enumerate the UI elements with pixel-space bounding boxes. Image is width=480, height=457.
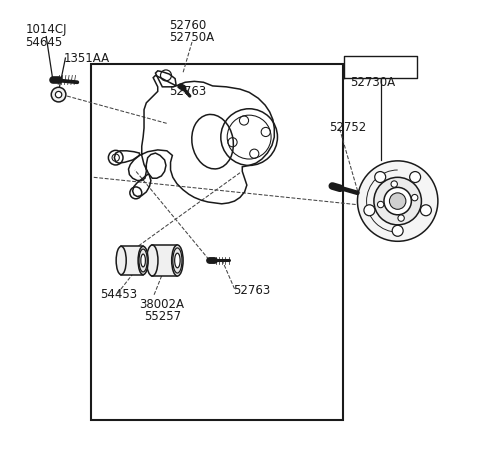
Circle shape: [364, 205, 375, 216]
Text: 55257: 55257: [144, 310, 181, 323]
Text: 54645: 54645: [25, 36, 62, 48]
Circle shape: [409, 171, 420, 182]
Text: 1014CJ: 1014CJ: [25, 23, 67, 36]
Ellipse shape: [146, 245, 158, 276]
Circle shape: [398, 215, 404, 221]
FancyBboxPatch shape: [121, 246, 143, 275]
Text: 52763: 52763: [169, 85, 206, 98]
Ellipse shape: [175, 253, 180, 268]
Circle shape: [391, 181, 397, 187]
Text: 52730A: 52730A: [349, 76, 395, 89]
Text: 52750A: 52750A: [169, 31, 214, 44]
Circle shape: [374, 177, 421, 225]
Text: 54453: 54453: [101, 288, 138, 301]
Circle shape: [377, 202, 384, 208]
Circle shape: [51, 87, 66, 102]
Circle shape: [375, 171, 386, 182]
Text: 52752: 52752: [329, 122, 366, 134]
Ellipse shape: [116, 246, 126, 275]
Text: 52760: 52760: [169, 19, 206, 32]
Circle shape: [55, 91, 62, 98]
Ellipse shape: [138, 246, 148, 275]
Circle shape: [384, 187, 411, 215]
Circle shape: [389, 193, 406, 209]
Circle shape: [420, 205, 432, 216]
FancyBboxPatch shape: [152, 245, 178, 276]
Text: 52763: 52763: [233, 284, 270, 297]
Text: 38002A: 38002A: [140, 298, 184, 311]
Bar: [92, 64, 343, 420]
Ellipse shape: [172, 245, 183, 276]
Text: 1351AA: 1351AA: [64, 52, 110, 64]
Ellipse shape: [141, 254, 145, 267]
Circle shape: [411, 194, 418, 201]
Circle shape: [358, 161, 438, 241]
Circle shape: [392, 225, 403, 236]
